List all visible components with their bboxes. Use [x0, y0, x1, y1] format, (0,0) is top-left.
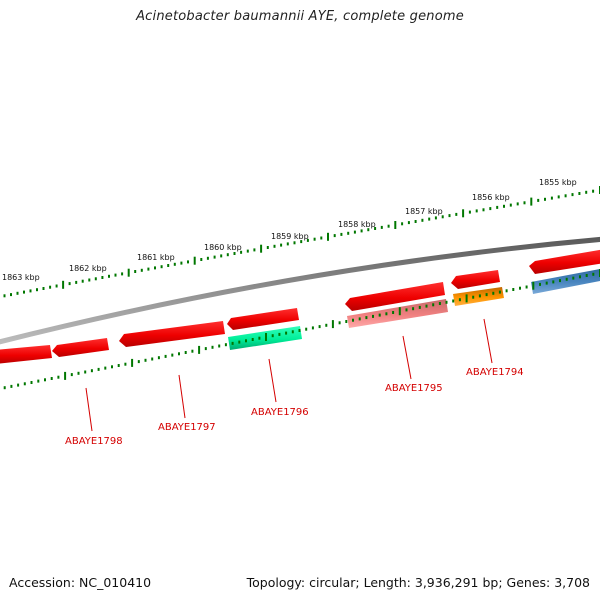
scale-label: 1861 kbp: [137, 253, 175, 262]
scale-label: 1862 kbp: [69, 264, 107, 273]
genome-summary-text: Topology: circular; Length: 3,936,291 bp…: [246, 575, 590, 590]
gene-feature[interactable]: [453, 287, 504, 306]
accession-text: Accession: NC_010410: [9, 575, 152, 590]
scale-label: 1860 kbp: [204, 243, 242, 252]
gene-feature[interactable]: [0, 345, 52, 364]
scale-label: 1857 kbp: [405, 207, 443, 216]
gene-label: ABAYE1794: [466, 367, 524, 378]
gene-label: ABAYE1798: [65, 436, 123, 447]
upper-scale-ring: [3, 186, 600, 298]
gene-feature[interactable]: [119, 321, 225, 347]
gene-feature[interactable]: [52, 338, 109, 357]
gene-label: ABAYE1797: [158, 422, 216, 433]
gene-label-leader: [178, 374, 186, 419]
gene-label-leader: [85, 387, 93, 432]
gene-feature[interactable]: [227, 308, 299, 330]
gene-label: ABAYE1796: [251, 407, 309, 418]
gene-feature[interactable]: [531, 268, 600, 294]
map-title: Acinetobacter baumannii AYE, complete ge…: [136, 9, 464, 24]
scale-label: 1855 kbp: [539, 178, 577, 187]
scale-label: 1859 kbp: [271, 232, 309, 241]
gene-feature[interactable]: [345, 282, 445, 311]
gene-label: ABAYE1795: [385, 383, 443, 394]
genome-backbone: [0, 236, 600, 345]
gene-label-leader: [483, 318, 493, 364]
gene-feature[interactable]: [347, 299, 448, 328]
gene-label-leader: [402, 335, 412, 380]
scale-label: 1858 kbp: [338, 220, 376, 229]
gene-feature[interactable]: [451, 270, 500, 289]
scale-label: 1856 kbp: [472, 193, 510, 202]
scale-label: 1863 kbp: [2, 273, 40, 282]
gene-label-leader: [268, 358, 277, 403]
lower-scale-ring: [3, 269, 600, 390]
gene-feature[interactable]: [529, 249, 600, 274]
